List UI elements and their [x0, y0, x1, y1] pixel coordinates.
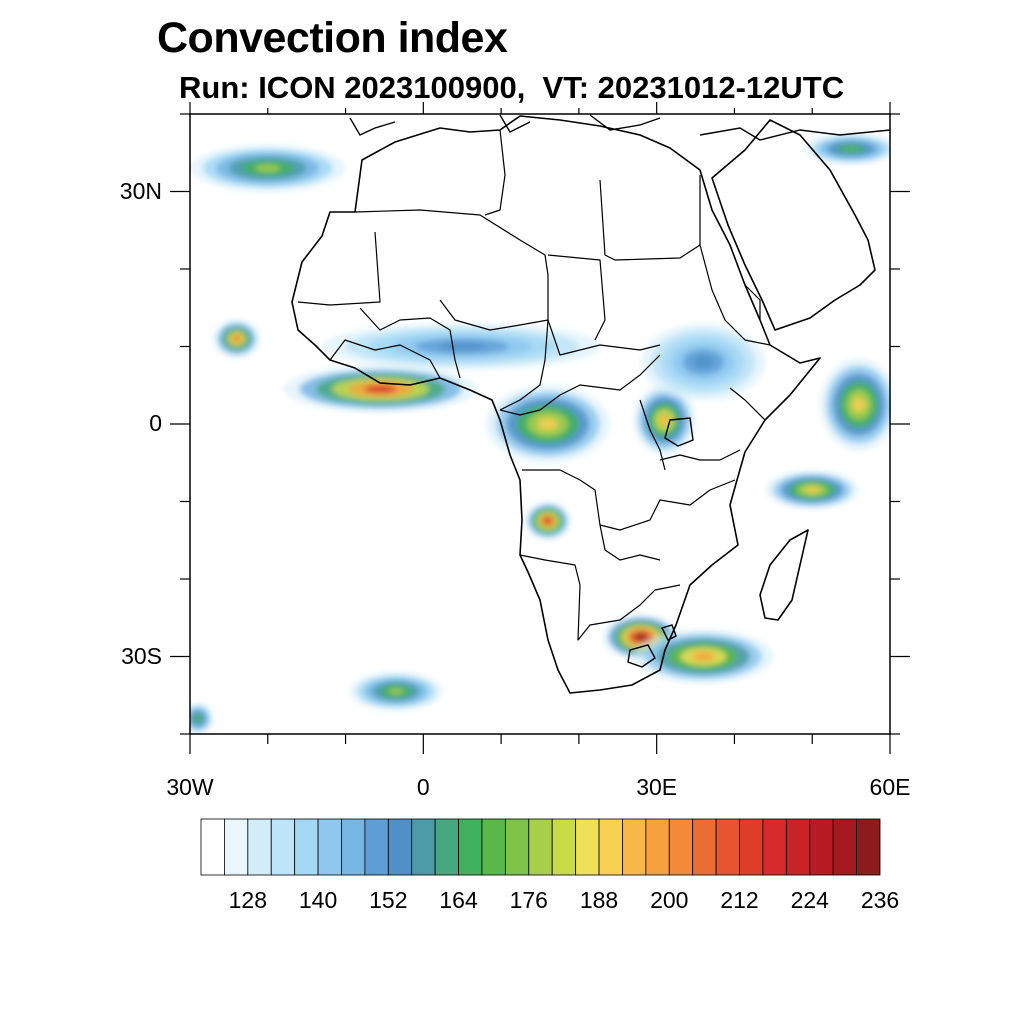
map-title: Convection index — [157, 14, 508, 62]
lesotho-border — [627, 644, 656, 668]
arabia-coastline — [711, 119, 876, 331]
convection-cell-11-level-5 — [388, 688, 404, 695]
convection-cell-7-level-5 — [852, 396, 866, 413]
lat-label: 30N — [119, 177, 162, 204]
convection-cell-12-level-5 — [254, 164, 281, 173]
convection-field — [190, 133, 890, 734]
axis-ticks — [170, 102, 910, 754]
colorbar-label: 164 — [439, 887, 478, 913]
convection-cell-0-level-5 — [364, 385, 397, 393]
madagascar-coastline — [759, 529, 809, 621]
colorbar-label: 152 — [369, 887, 408, 913]
lon-label: 30W — [166, 774, 214, 800]
europe-coastline — [349, 114, 890, 141]
country-borders — [297, 129, 771, 641]
colorbar-label: 224 — [790, 887, 829, 913]
africa-coastline — [291, 115, 821, 694]
lat-label: 0 — [149, 410, 162, 436]
convection-cell-10-level-5 — [691, 651, 715, 662]
convection-cell-13-level-5 — [843, 146, 859, 152]
convection-cell-6-level-5 — [692, 355, 714, 369]
lat-label: 30S — [121, 642, 162, 669]
colorbar-label: 188 — [579, 887, 619, 913]
colorbar-label: 212 — [720, 887, 759, 913]
convection-cell-2-level-5 — [232, 335, 241, 342]
lon-label: 30E — [636, 774, 678, 800]
lon-label: 60E — [869, 774, 911, 800]
convection-cell-3-level-5 — [537, 417, 559, 431]
colorbar-label: 128 — [228, 887, 267, 913]
lake-victoria — [664, 417, 694, 447]
convection-cell-4-level-5 — [659, 414, 670, 426]
coastline-and-borders — [291, 114, 890, 694]
lon-label: 0 — [416, 774, 430, 800]
colorbar-label: 140 — [298, 887, 338, 913]
colorbar-label: 236 — [860, 887, 900, 913]
colorbar-label: 200 — [650, 887, 689, 913]
colorbar-label: 176 — [509, 887, 548, 913]
convection-cell-8-level-5 — [804, 486, 820, 494]
convection-cell-9-level-5 — [634, 633, 648, 641]
convection-cell-5-level-5 — [543, 517, 552, 525]
convection-cell-1-level-5 — [438, 342, 486, 351]
run-subtitle: Run: ICON 2023100900, VT: 20231012-12UTC — [179, 70, 845, 105]
eswatini-border — [661, 624, 677, 641]
convection-cell-14-level-5 — [195, 715, 201, 722]
